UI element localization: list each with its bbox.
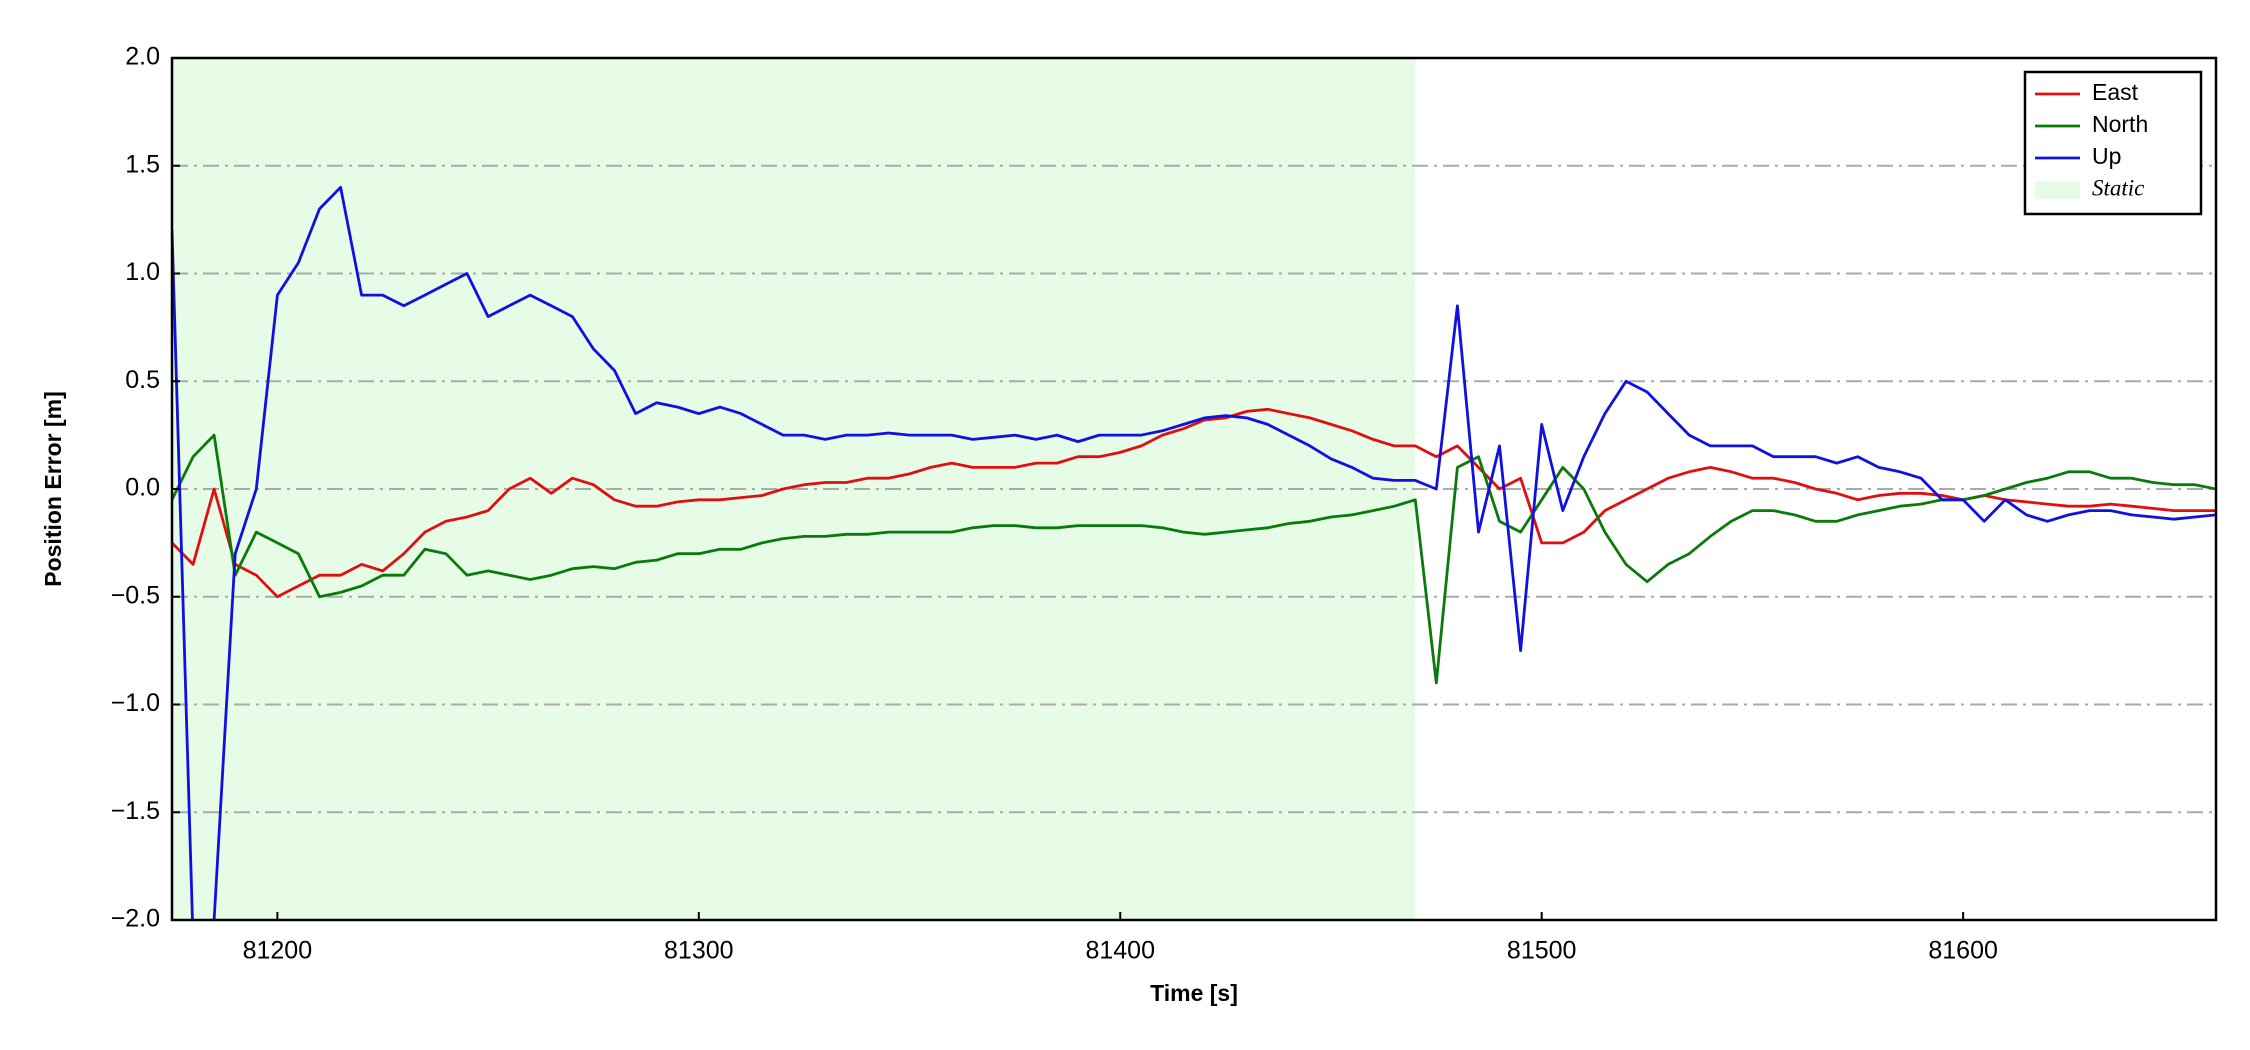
legend: East North Up Static — [2023, 70, 2203, 216]
y-tick-label: −0.5 — [111, 581, 160, 609]
legend-label: Static — [2092, 175, 2144, 200]
data-line — [172, 407, 2216, 599]
y-tick-label: 1.5 — [125, 150, 160, 178]
x-tick-label: 81200 — [243, 937, 313, 965]
legend-label: Up — [2092, 143, 2121, 169]
y-tick-label: −1.0 — [111, 689, 160, 717]
x-tick-label: 81400 — [1085, 937, 1155, 965]
plot-background — [172, 57, 2216, 921]
y-tick-label: −1.5 — [111, 797, 160, 825]
legend-label: North — [2092, 111, 2148, 137]
y-tick-label: −2.0 — [111, 905, 160, 933]
y-tick-label: 0.0 — [125, 474, 160, 502]
y-tick-label: 2.0 — [125, 43, 160, 71]
x-tick-label: 81500 — [1507, 937, 1577, 965]
x-axis-label: Time [s] — [1150, 980, 1238, 1006]
x-tick-label: 81600 — [1928, 937, 1998, 965]
legend-label: East — [2092, 79, 2139, 105]
x-tick-label: 81300 — [664, 937, 734, 965]
legend-swatch — [2035, 181, 2080, 199]
y-tick-label: 1.0 — [125, 258, 160, 286]
y-tick-label: 0.5 — [125, 366, 160, 394]
y-axis-label: Position Error [m] — [40, 391, 66, 587]
data-line — [172, 433, 2216, 685]
data-line — [172, 185, 2216, 920]
plot-lines — [172, 185, 2216, 920]
